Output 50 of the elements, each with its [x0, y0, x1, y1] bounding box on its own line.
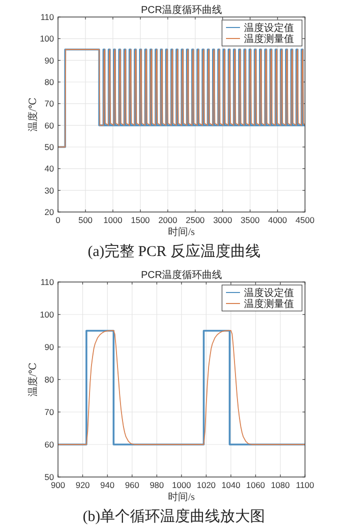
- y-tick-label: 70: [44, 407, 54, 417]
- y-tick-label: 110: [40, 12, 54, 22]
- x-tick-label: 1000: [172, 480, 192, 490]
- x-tick-label: 4500: [296, 215, 315, 225]
- x-tick-label: 900: [50, 480, 66, 490]
- chart-title: PCR温度循环曲线: [140, 4, 222, 16]
- legend-label: 温度设定值: [244, 22, 294, 34]
- legend-label: 温度测量值: [244, 33, 294, 45]
- y-tick-label: 60: [44, 440, 54, 450]
- y-tick-label: 100: [40, 310, 54, 320]
- x-axis-title: 时间/s: [168, 491, 195, 503]
- y-tick-label: 80: [44, 77, 54, 87]
- x-tick-label: 1080: [270, 480, 290, 490]
- chart-title: PCR温度循环曲线: [140, 269, 222, 281]
- legend-label: 温度测量值: [244, 298, 294, 310]
- y-axis-title: 温度/℃: [27, 362, 39, 396]
- x-tick-label: 0: [56, 215, 61, 225]
- text: (b)单个循环温度曲线放大图: [82, 508, 266, 525]
- text: (a)完整 PCR 反应温度曲线: [88, 243, 260, 260]
- x-tick-label: 2000: [158, 215, 178, 225]
- y-tick-label: 90: [44, 342, 54, 352]
- y-axis-title: 温度/℃: [27, 98, 39, 132]
- x-tick-label: 1020: [196, 480, 216, 490]
- y-tick-label: 30: [44, 185, 54, 196]
- x-tick-label: 3000: [213, 215, 232, 225]
- legend-label: 温度设定值: [244, 287, 294, 299]
- x-tick-label: 1100: [296, 480, 314, 490]
- y-tick-label: 40: [44, 164, 54, 174]
- y-tick-label: 100: [40, 34, 54, 44]
- x-axis-title: 时间/s: [168, 226, 195, 238]
- x-tick-label: 920: [76, 480, 90, 490]
- y-tick-label: 20: [44, 207, 54, 217]
- y-tick-label: 80: [44, 374, 54, 384]
- x-tick-label: 3500: [240, 215, 260, 225]
- y-tick-label: 60: [44, 120, 54, 130]
- x-tick-label: 1040: [221, 480, 241, 490]
- x-tick-label: 980: [150, 480, 164, 490]
- x-tick-label: 1500: [130, 215, 150, 225]
- y-tick-label: 50: [44, 472, 54, 482]
- x-tick-label: 1060: [246, 480, 266, 490]
- x-tick-label: 2500: [186, 215, 205, 225]
- x-tick-label: 960: [125, 480, 140, 490]
- x-tick-label: 4000: [268, 215, 288, 225]
- x-tick-label: 1000: [103, 215, 123, 225]
- x-tick-label: 500: [78, 215, 93, 225]
- x-tick-label: 940: [100, 480, 115, 490]
- y-tick-label: 90: [44, 55, 54, 66]
- y-tick-label: 50: [44, 142, 54, 152]
- y-tick-label: 70: [44, 98, 54, 109]
- y-tick-label: 110: [40, 277, 54, 287]
